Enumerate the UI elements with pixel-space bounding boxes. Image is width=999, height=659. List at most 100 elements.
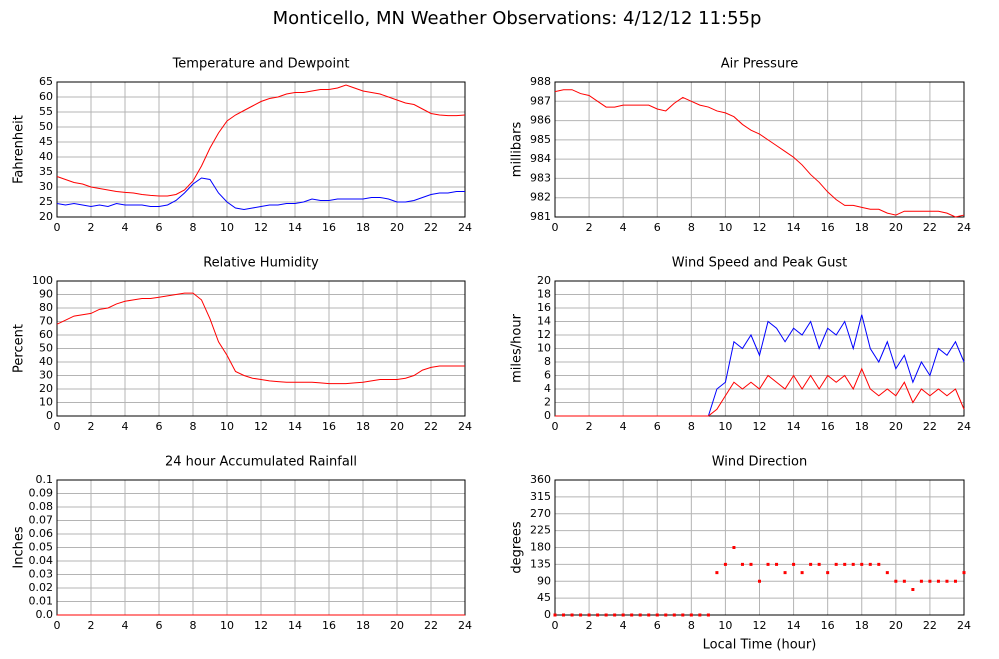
y-tick-label: 8 (544, 355, 551, 368)
x-tick-label: 24 (957, 420, 971, 433)
x-tick-label: 4 (122, 420, 129, 433)
data-point (945, 579, 949, 583)
data-point (851, 562, 855, 566)
x-tick-label: 16 (322, 619, 336, 632)
x-tick-label: 14 (288, 619, 302, 632)
y-tick-label: 30 (39, 369, 53, 382)
plot-frame (56, 81, 466, 218)
x-tick-label: 8 (190, 221, 197, 234)
x-tick-label: 2 (586, 221, 593, 234)
x-tick-label: 2 (88, 420, 95, 433)
x-tick-label: 24 (458, 420, 472, 433)
x-tick-label: 12 (753, 221, 767, 234)
data-point (758, 579, 761, 583)
y-tick-label: 60 (39, 90, 53, 103)
data-point (783, 571, 787, 575)
y-tick-label: 25 (39, 195, 53, 208)
data-point (962, 571, 966, 575)
x-tick-label: 2 (586, 619, 593, 632)
x-tick-label: 0 (552, 420, 559, 433)
x-tick-label: 6 (654, 420, 661, 433)
data-point (936, 579, 940, 583)
data-point (579, 613, 583, 617)
y-axis-label: degrees (510, 521, 525, 574)
data-point (740, 562, 744, 566)
y-tick-label: 0.05 (29, 541, 54, 554)
data-point (902, 579, 906, 583)
y-tick-label: 50 (39, 120, 53, 133)
page-title: Monticello, MN Weather Observations: 4/1… (273, 8, 762, 29)
x-tick-label: 16 (821, 619, 835, 632)
x-tick-label: 24 (957, 619, 971, 632)
data-point (775, 562, 779, 566)
y-tick-label: 0.1 (36, 473, 54, 486)
x-tick-label: 10 (220, 619, 234, 632)
y-tick-label: 20 (537, 274, 551, 287)
y-tick-label: 4 (544, 382, 551, 395)
y-tick-label: 55 (39, 105, 53, 118)
y-tick-label: 985 (530, 133, 551, 146)
y-tick-label: 0.02 (29, 581, 54, 594)
y-tick-label: 14 (537, 315, 551, 328)
data-point (919, 579, 923, 583)
y-axis-label: Fahrenheit (12, 115, 27, 184)
x-tick-label: 24 (957, 221, 971, 234)
y-tick-label: 0.07 (29, 514, 54, 527)
x-tick-label: 22 (424, 619, 438, 632)
data-line (56, 177, 465, 211)
data-point (647, 613, 651, 617)
data-line (554, 89, 965, 218)
x-tick-label: 16 (322, 221, 336, 234)
x-tick-label: 18 (356, 221, 370, 234)
y-tick-label: 90 (39, 288, 53, 301)
data-point (843, 562, 847, 566)
x-tick-label: 20 (390, 420, 404, 433)
y-tick-label: 20 (39, 382, 53, 395)
y-axis-label: millibars (510, 122, 525, 178)
x-tick-label: 6 (654, 619, 661, 632)
x-tick-label: 8 (190, 420, 197, 433)
x-tick-label: 20 (390, 619, 404, 632)
y-tick-label: 6 (544, 369, 551, 382)
x-tick-label: 14 (288, 420, 302, 433)
y-tick-label: 984 (530, 152, 551, 165)
chart-title: Wind Direction (712, 455, 808, 470)
data-point (672, 613, 676, 617)
y-tick-label: 988 (530, 75, 551, 88)
x-tick-label: 16 (322, 420, 336, 433)
data-point (664, 613, 668, 617)
y-tick-label: 35 (39, 165, 53, 178)
data-point (826, 571, 830, 575)
data-line (56, 292, 465, 385)
x-tick-label: 24 (458, 619, 472, 632)
data-point (860, 562, 864, 566)
data-point (587, 613, 591, 617)
data-point (792, 562, 796, 566)
x-tick-label: 14 (787, 221, 801, 234)
x-tick-label: 12 (254, 619, 268, 632)
data-point (596, 613, 600, 617)
x-tick-label: 16 (821, 221, 835, 234)
data-point (911, 588, 915, 591)
x-tick-label: 8 (688, 420, 695, 433)
x-tick-label: 10 (220, 420, 234, 433)
chart-title: Relative Humidity (203, 256, 319, 271)
y-axis-label: Inches (12, 526, 27, 568)
data-point (953, 579, 957, 583)
x-tick-label: 22 (923, 420, 937, 433)
y-tick-label: 270 (530, 507, 551, 520)
data-point (800, 571, 804, 575)
y-axis-label: miles/hour (510, 313, 525, 382)
data-point (553, 613, 557, 617)
y-tick-label: 60 (39, 328, 53, 341)
data-point (723, 562, 727, 566)
data-point (834, 562, 838, 566)
y-tick-label: 16 (537, 301, 551, 314)
x-tick-label: 24 (458, 221, 472, 234)
x-tick-label: 20 (390, 221, 404, 234)
chart-title: 24 hour Accumulated Rainfall (165, 455, 357, 470)
data-point (655, 613, 659, 617)
x-tick-label: 4 (620, 221, 627, 234)
x-tick-label: 12 (254, 420, 268, 433)
data-point (570, 613, 574, 617)
